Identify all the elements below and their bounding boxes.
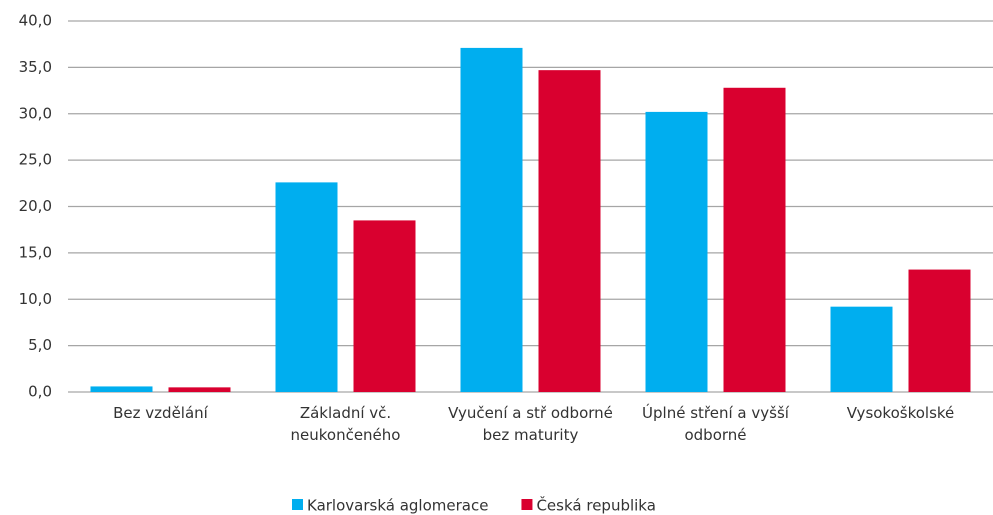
bar — [353, 220, 416, 392]
bar — [830, 306, 893, 392]
bar — [723, 87, 786, 392]
y-tick-label: 40,0 — [19, 12, 52, 30]
bar — [538, 70, 601, 392]
legend-label: Karlovarská aglomerace — [307, 497, 488, 515]
y-tick-label: 0,0 — [28, 383, 52, 401]
legend-swatch — [292, 499, 303, 510]
x-tick-label: Úplné stření a vyšší odborné — [642, 404, 789, 444]
y-tick-label: 20,0 — [19, 197, 52, 215]
legend-swatch — [521, 499, 533, 510]
y-tick-label: 5,0 — [28, 336, 52, 354]
bar — [908, 269, 971, 392]
legend-label: Česká republika — [536, 496, 655, 515]
y-tick-label: 10,0 — [19, 290, 52, 308]
bar — [90, 386, 153, 392]
bar — [645, 111, 708, 393]
bar — [460, 47, 523, 393]
x-tick-label: Vysokoškolské — [846, 404, 955, 422]
bar — [275, 182, 338, 392]
y-tick-label: 15,0 — [19, 243, 52, 261]
x-tick-label: Základní vč. neukončeného — [290, 404, 401, 444]
x-tick-label: Vyučení a stř odborné bez maturity — [448, 404, 613, 444]
bar — [168, 387, 231, 392]
y-tick-label: 25,0 — [19, 151, 52, 169]
x-tick-label: Bez vzdělání — [113, 404, 208, 422]
y-tick-label: 35,0 — [19, 58, 52, 76]
y-tick-label: 30,0 — [19, 104, 52, 122]
